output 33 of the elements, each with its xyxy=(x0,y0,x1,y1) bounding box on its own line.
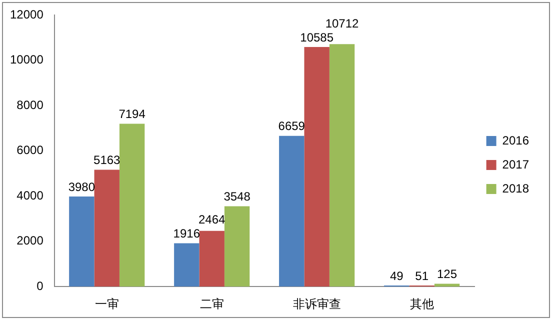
bar xyxy=(119,124,145,287)
y-tick-label: 4000 xyxy=(16,188,44,202)
bar xyxy=(279,136,304,287)
y-tick-label: 10000 xyxy=(10,52,44,67)
bar xyxy=(224,206,250,287)
legend-label: 2018 xyxy=(502,181,530,196)
x-tick-label: 其他 xyxy=(410,297,434,312)
data-label: 3548 xyxy=(224,190,251,204)
data-label: 125 xyxy=(436,267,458,282)
data-label: 10585 xyxy=(300,30,334,44)
y-tick-label: 8000 xyxy=(16,98,44,112)
data-label: 7194 xyxy=(118,107,146,122)
bar xyxy=(199,230,224,287)
x-tick-label: 非诉审查 xyxy=(292,297,341,312)
data-label: 49 xyxy=(390,268,404,283)
bar xyxy=(329,44,355,287)
data-label: 1916 xyxy=(173,226,200,241)
y-tick-label: 6000 xyxy=(16,143,44,158)
x-tick-label: 二审 xyxy=(200,297,224,312)
data-label: 3980 xyxy=(68,180,96,194)
bar xyxy=(69,196,94,287)
bar xyxy=(304,47,330,287)
data-label: 6659 xyxy=(278,119,306,134)
legend-label: 2016 xyxy=(502,133,530,148)
y-tick-label: 12000 xyxy=(10,7,44,22)
x-tick-label: 一审 xyxy=(94,297,119,312)
legend-label: 2017 xyxy=(502,157,530,172)
bar xyxy=(174,243,200,287)
y-tick-label: 0 xyxy=(36,278,44,293)
data-label: 51 xyxy=(415,268,429,283)
data-label: 10712 xyxy=(325,16,360,30)
bar xyxy=(94,170,120,287)
y-tick-label: 2000 xyxy=(16,234,44,248)
